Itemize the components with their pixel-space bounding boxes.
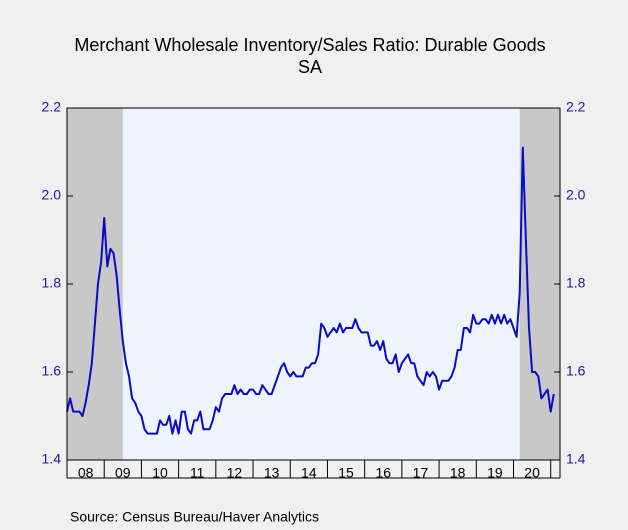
- x-tick-label: 19: [487, 465, 503, 481]
- y2-tick-label: 2.0: [566, 187, 586, 203]
- chart-subtitle: SA: [298, 57, 322, 77]
- data-line: [66, 146, 555, 435]
- x-tick-label: 14: [301, 465, 317, 481]
- x-tick-label: 08: [78, 465, 94, 481]
- y-tick-label: 1.6: [42, 363, 62, 379]
- y2-tick-label: 1.4: [566, 451, 586, 467]
- x-tick-label: 20: [524, 465, 540, 481]
- x-tick-label: 11: [190, 465, 205, 481]
- source-note: Source: Census Bureau/Haver Analytics: [70, 509, 319, 525]
- y2-tick-label: 1.8: [566, 275, 586, 291]
- x-tick-label: 18: [450, 465, 466, 481]
- x-tick-label: 10: [152, 465, 168, 481]
- y-tick-label: 2.2: [42, 99, 62, 115]
- chart-title: Merchant Wholesale Inventory/Sales Ratio…: [74, 35, 545, 55]
- x-tick-label: 09: [115, 465, 131, 481]
- x-tick-label: 13: [264, 465, 280, 481]
- x-tick-label: 16: [375, 465, 391, 481]
- x-tick-label: 15: [338, 465, 354, 481]
- y-tick-label: 1.8: [42, 275, 62, 291]
- recession-shading: [519, 108, 560, 460]
- y-tick-label: 1.4: [42, 451, 62, 467]
- x-tick-label: 12: [227, 465, 243, 481]
- y2-tick-label: 2.2: [566, 99, 586, 115]
- recession-shading: [67, 108, 123, 460]
- plot-border: [66, 107, 561, 461]
- plot-area: [67, 108, 560, 460]
- x-tick-label: 17: [413, 465, 429, 481]
- y2-tick-label: 1.6: [566, 363, 586, 379]
- y-tick-label: 2.0: [42, 187, 62, 203]
